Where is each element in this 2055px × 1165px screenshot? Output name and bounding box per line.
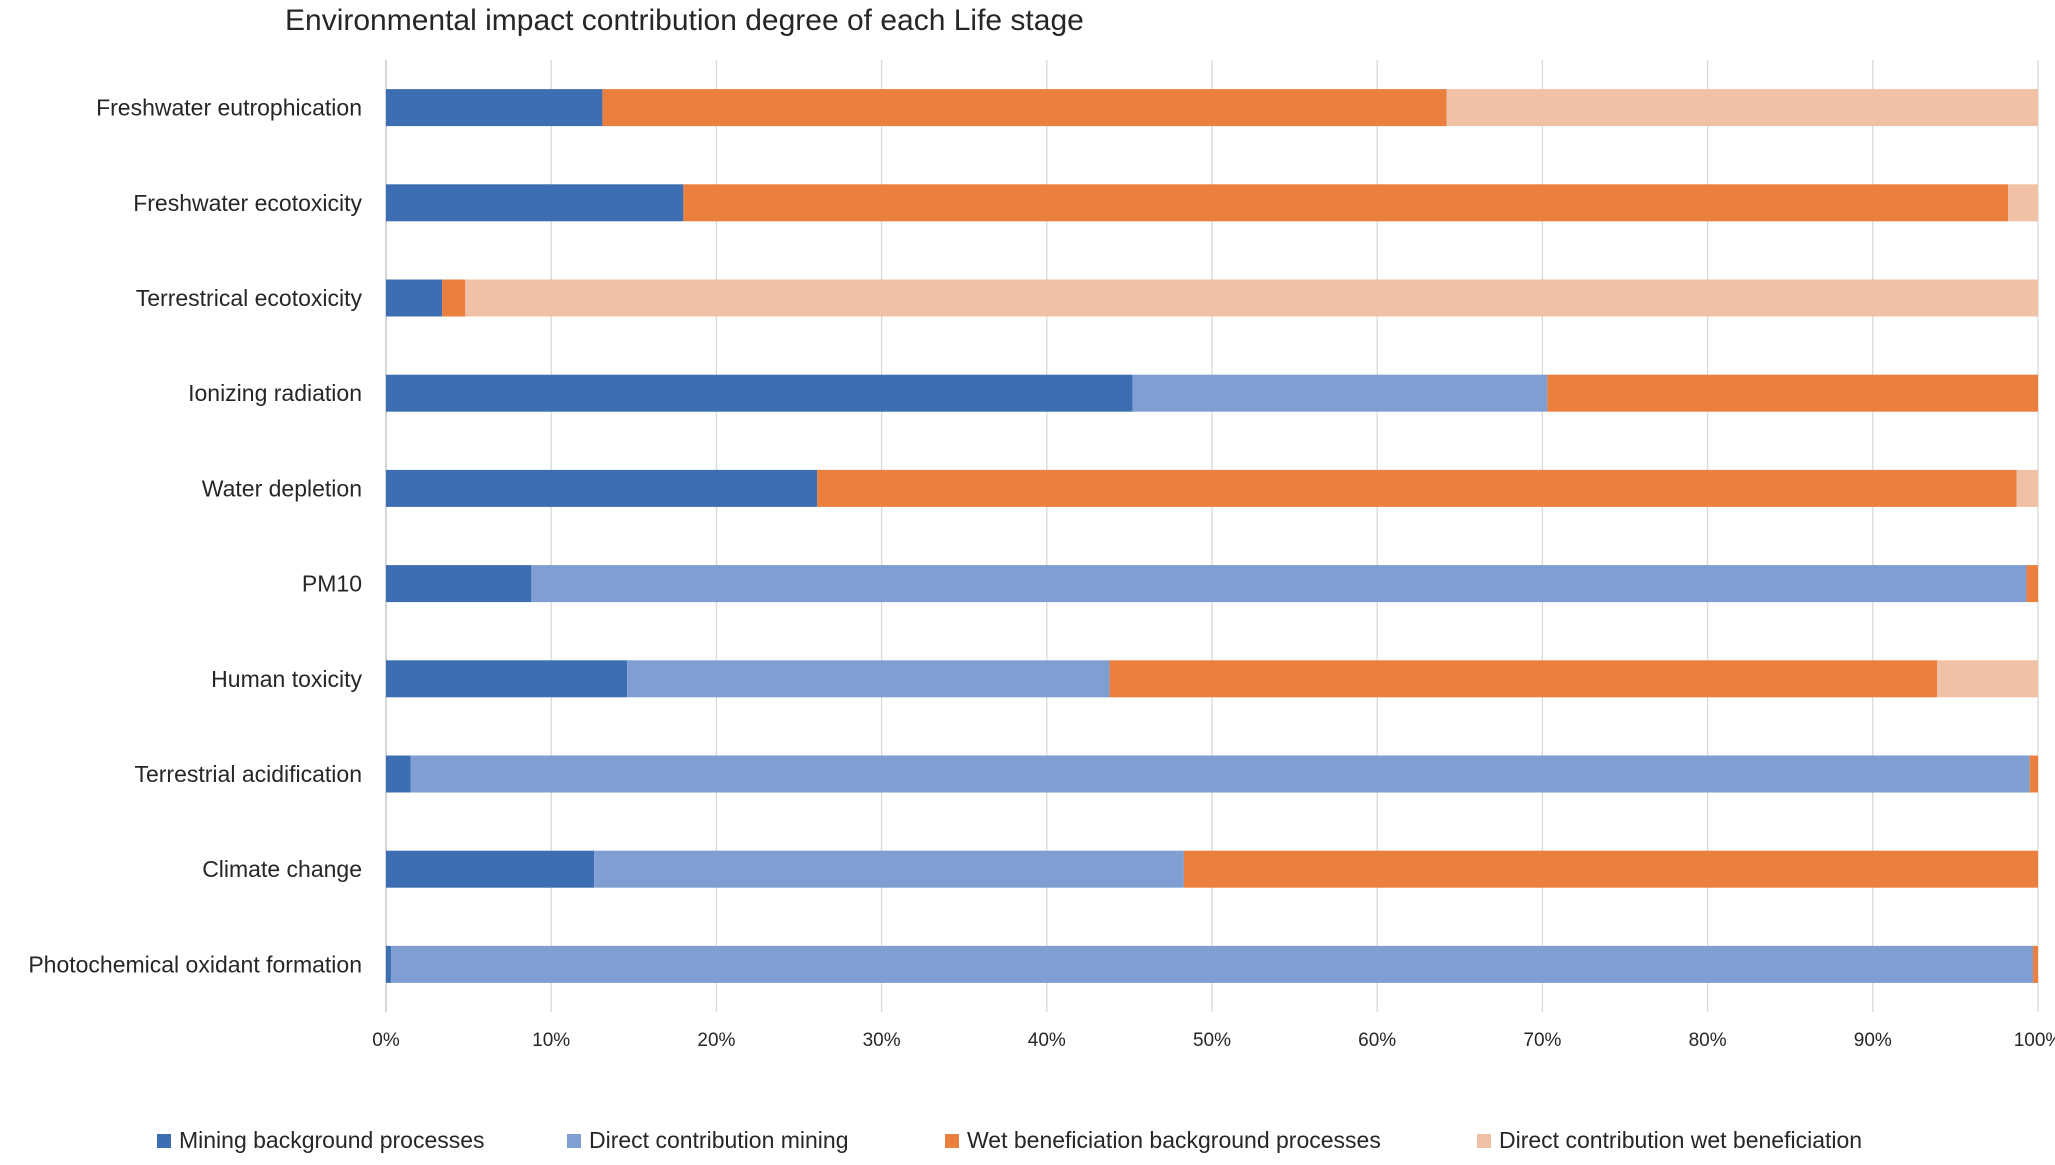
y-category-label: Terrestrical ecotoxicity — [136, 285, 363, 311]
bar-segment — [386, 279, 443, 317]
bar-segment — [2029, 755, 2038, 793]
x-axis-labels: 0% 10% 20% 30% 40% 50% 60% 70% 80% 90% 100% — [372, 1030, 2055, 1051]
bar-segment — [1109, 660, 1938, 698]
y-category-label: Ionizing radiation — [188, 380, 362, 406]
bar-segment — [1547, 374, 2038, 412]
bar-segment — [817, 469, 2017, 507]
bar-segment — [683, 184, 2009, 222]
bar-segment — [1446, 89, 2038, 127]
legend-label: Direct contribution mining — [589, 1127, 849, 1153]
chart-title: Environmental impact contribution degree… — [285, 4, 1084, 37]
bar-segment — [390, 945, 2034, 983]
bar-segment — [627, 660, 1110, 698]
legend-label: Wet beneficiation background processes — [967, 1127, 1381, 1153]
bar-segment — [594, 850, 1184, 888]
bar-segment — [465, 279, 2038, 317]
y-category-label: Freshwater ecotoxicity — [133, 190, 362, 216]
x-tick-label: 30% — [863, 1030, 901, 1051]
bar-segment — [2016, 469, 2038, 507]
bar-segment — [386, 565, 532, 603]
legend-item: Wet beneficiation background processes — [945, 1127, 1381, 1153]
bar-segment — [386, 755, 411, 793]
bar-segment — [386, 374, 1133, 412]
bar-segment — [442, 279, 466, 317]
legend-item: Direct contribution mining — [567, 1127, 849, 1153]
bar-segment — [2008, 184, 2038, 222]
y-category-label: Human toxicity — [211, 666, 362, 692]
bars — [386, 89, 2038, 983]
x-tick-label: 50% — [1193, 1030, 1231, 1051]
bar-segment — [386, 945, 391, 983]
bar-segment — [2026, 565, 2038, 603]
x-tick-label: 80% — [1689, 1030, 1727, 1051]
bar-segment — [1937, 660, 2038, 698]
legend-label: Direct contribution wet beneficiation — [1499, 1127, 1862, 1153]
bar-segment — [386, 850, 595, 888]
y-category-label: Climate change — [202, 856, 362, 882]
y-category-label: Freshwater eutrophication — [96, 95, 362, 121]
y-category-label: Water depletion — [202, 475, 362, 501]
legend-label: Mining background processes — [179, 1127, 485, 1153]
y-category-label: Photochemical oxidant formation — [28, 951, 362, 977]
legend-swatch — [157, 1134, 171, 1148]
legend-swatch — [945, 1134, 959, 1148]
legend-swatch — [567, 1134, 581, 1148]
bar-segment — [386, 89, 603, 127]
bar-segment — [531, 565, 2027, 603]
bar-segment — [386, 184, 684, 222]
bar-segment — [410, 755, 2030, 793]
x-tick-label: 100% — [2014, 1030, 2055, 1051]
x-tick-label: 10% — [532, 1030, 570, 1051]
x-tick-label: 90% — [1854, 1030, 1892, 1051]
x-tick-label: 40% — [1028, 1030, 1066, 1051]
y-axis-labels: Freshwater eutrophication Freshwater ecot… — [28, 95, 362, 978]
bar-segment — [602, 89, 1447, 127]
legend-item: Direct contribution wet beneficiation — [1477, 1127, 1862, 1153]
x-tick-label: 0% — [372, 1030, 400, 1051]
legend-item: Mining background processes — [157, 1127, 485, 1153]
bar-segment — [1132, 374, 1548, 412]
bar-segment — [2033, 945, 2038, 983]
x-tick-label: 20% — [697, 1030, 735, 1051]
bar-segment — [386, 660, 628, 698]
legend-swatch — [1477, 1134, 1491, 1148]
x-tick-label: 60% — [1358, 1030, 1396, 1051]
legend: Mining background processes Direct contri… — [157, 1127, 1862, 1153]
y-category-label: Terrestrial acidification — [134, 761, 362, 787]
y-category-label: PM10 — [302, 571, 362, 597]
bar-segment — [386, 469, 818, 507]
bar-segment — [1183, 850, 2038, 888]
x-tick-label: 70% — [1523, 1030, 1561, 1051]
